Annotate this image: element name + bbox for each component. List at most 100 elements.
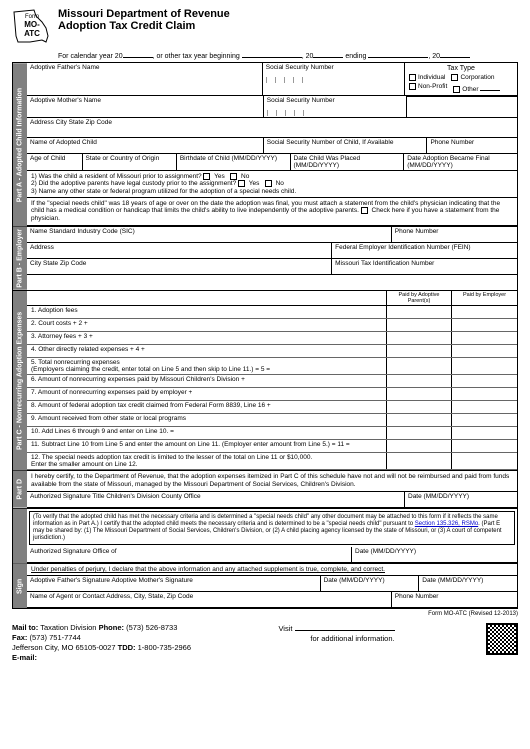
child-ssn-field[interactable]: Social Security Number of Child, If Avai… bbox=[264, 138, 428, 153]
special-needs-note: If the "special needs child" was 18 year… bbox=[27, 198, 517, 227]
agent-phone-field[interactable]: Phone Number bbox=[392, 592, 517, 607]
form-revision: Form MO-ATC (Revised 12-2013) bbox=[12, 611, 518, 617]
expense-label: 8. Amount of federal adoption tax credit… bbox=[27, 401, 387, 413]
parte-sig-field[interactable]: Authorized Signature Office of bbox=[27, 547, 352, 562]
expense-line-7: 7. Amount of nonrecurring expenses paid … bbox=[27, 388, 517, 401]
cb-individual[interactable]: Individual bbox=[409, 74, 445, 81]
questions: 1) Was the child a resident of Missouri … bbox=[27, 171, 517, 197]
statute-link[interactable]: Section 135.326, RSMo bbox=[415, 521, 478, 527]
motax-field[interactable]: Missouri Tax Identification Number bbox=[332, 259, 517, 274]
expense-employer-val[interactable] bbox=[452, 358, 517, 374]
calendar-line: For calendar year 20, or other tax year … bbox=[58, 50, 518, 60]
expense-parent-val[interactable] bbox=[387, 388, 452, 400]
expense-employer-val[interactable] bbox=[452, 440, 517, 452]
q1-yes[interactable] bbox=[203, 173, 210, 180]
expense-line-10: 10. Add Lines 6 through 9 and enter on L… bbox=[27, 427, 517, 440]
expense-employer-val[interactable] bbox=[452, 306, 517, 318]
form-page: Form MO-ATC Missouri Department of Reven… bbox=[0, 0, 530, 749]
part-d: Part D I hereby certify, to the Departme… bbox=[13, 470, 517, 508]
expense-label: 12. The special needs adoption tax credi… bbox=[27, 453, 387, 469]
expense-label: 10. Add Lines 6 through 9 and enter on L… bbox=[27, 427, 387, 439]
expense-line-12: 12. The special needs adoption tax credi… bbox=[27, 453, 517, 470]
part-c-label: Part C - Nonrecurring Adoption Expenses bbox=[13, 291, 27, 470]
qr-code-icon bbox=[486, 623, 518, 655]
col-parent: Paid by Adoptive Parent(s) bbox=[387, 291, 452, 305]
q2-yes[interactable] bbox=[238, 180, 245, 187]
child-name-field[interactable]: Name of Adopted Child bbox=[27, 138, 264, 153]
header: Form MO-ATC Missouri Department of Reven… bbox=[12, 8, 518, 46]
auth-sig-field[interactable]: Authorized Signature Title Children's Di… bbox=[27, 492, 405, 507]
cb-nonprofit[interactable]: Non-Profit bbox=[409, 83, 447, 93]
expense-label: 6. Amount of nonrecurring expenses paid … bbox=[27, 375, 387, 387]
q1-no[interactable] bbox=[230, 173, 237, 180]
part-e: (To verify that the adopted child has me… bbox=[13, 508, 517, 564]
part-c: Part C - Nonrecurring Adoption Expenses … bbox=[13, 290, 517, 470]
age-field[interactable]: Age of Child bbox=[27, 154, 83, 170]
expense-parent-val[interactable] bbox=[387, 427, 452, 439]
expense-label: 9. Amount received from other state or l… bbox=[27, 414, 387, 426]
form-code: MO-ATC bbox=[18, 20, 46, 38]
expense-parent-val[interactable] bbox=[387, 414, 452, 426]
expense-employer-val[interactable] bbox=[452, 345, 517, 357]
dept-name: Missouri Department of Revenue bbox=[58, 8, 230, 20]
fein-field[interactable]: Federal Employer Identification Number (… bbox=[332, 243, 517, 258]
employer-address-field[interactable]: Address bbox=[27, 243, 332, 258]
father-name-field[interactable]: Adoptive Father's Name bbox=[27, 63, 263, 95]
tax-type-box: Tax Type Individual Corporation Non-Prof… bbox=[405, 63, 517, 95]
employer-city-field[interactable]: City State Zip Code bbox=[27, 259, 332, 274]
agent-field[interactable]: Name of Agent or Contact Address, City, … bbox=[27, 592, 392, 607]
expense-parent-val[interactable] bbox=[387, 358, 452, 374]
q2-no[interactable] bbox=[265, 180, 272, 187]
footer: Mail to: Taxation Division Phone: (573) … bbox=[12, 623, 518, 662]
form-title: Adoption Tax Credit Claim bbox=[58, 20, 230, 32]
expense-label: 3. Attorney fees + 3 + bbox=[27, 332, 387, 344]
expense-parent-val[interactable] bbox=[387, 401, 452, 413]
expense-parent-val[interactable] bbox=[387, 453, 452, 469]
part-b-label: Part B - Employer bbox=[13, 227, 27, 290]
address-field[interactable]: Address City State Zip Code bbox=[27, 118, 517, 137]
expense-employer-val[interactable] bbox=[452, 427, 517, 439]
expense-parent-val[interactable] bbox=[387, 440, 452, 452]
mother-name-field[interactable]: Adoptive Mother's Name bbox=[27, 96, 264, 117]
expense-employer-val[interactable] bbox=[452, 375, 517, 387]
cert-text: I hereby certify, to the Department of R… bbox=[27, 471, 517, 492]
col-employer: Paid by Employer bbox=[452, 291, 517, 305]
expense-label: 4. Other directly related expenses + 4 + bbox=[27, 345, 387, 357]
expense-parent-val[interactable] bbox=[387, 375, 452, 387]
expense-employer-val[interactable] bbox=[452, 319, 517, 331]
expense-parent-val[interactable] bbox=[387, 306, 452, 318]
expense-employer-val[interactable] bbox=[452, 453, 517, 469]
expense-parent-val[interactable] bbox=[387, 345, 452, 357]
expense-line-11: 11. Subtract Line 10 from Line 5 and ent… bbox=[27, 440, 517, 453]
auth-date-field[interactable]: Date (MM/DD/YYYY) bbox=[405, 492, 517, 507]
part-d-label: Part D bbox=[13, 471, 27, 508]
cb-corporation[interactable]: Corporation bbox=[451, 74, 494, 81]
father-ssn-field[interactable]: Social Security Number bbox=[263, 63, 405, 95]
final-field[interactable]: Date Adoption Became Final (MM/DD/YYYY) bbox=[404, 154, 517, 170]
placed-field[interactable]: Date Child Was Placed (MM/DD/YYYY) bbox=[291, 154, 405, 170]
employer-phone-field[interactable]: Phone Number bbox=[392, 227, 517, 242]
parent-sig-field[interactable]: Adoptive Father's Signature Adoptive Mot… bbox=[27, 576, 321, 591]
employer-name-field[interactable]: Name Standard Industry Code (SIC) bbox=[27, 227, 392, 242]
expense-parent-val[interactable] bbox=[387, 332, 452, 344]
expense-parent-val[interactable] bbox=[387, 319, 452, 331]
expense-employer-val[interactable] bbox=[452, 388, 517, 400]
expense-label: 2. Court costs + 2 + bbox=[27, 319, 387, 331]
phone-field[interactable]: Phone Number bbox=[427, 138, 517, 153]
part-b: Part B - Employer Name Standard Industry… bbox=[13, 226, 517, 290]
physician-cb[interactable] bbox=[361, 207, 368, 214]
expense-employer-val[interactable] bbox=[452, 414, 517, 426]
part-a-label: Part A - Adopted Child Information bbox=[13, 63, 27, 226]
sig-date1[interactable]: Date (MM/DD/YYYY) bbox=[321, 576, 420, 591]
expense-label: 5. Total nonrecurring expenses (Employer… bbox=[27, 358, 387, 374]
origin-field[interactable]: State or Country of Origin bbox=[83, 154, 177, 170]
expense-employer-val[interactable] bbox=[452, 332, 517, 344]
expense-label: 7. Amount of nonrecurring expenses paid … bbox=[27, 388, 387, 400]
mother-ssn-field[interactable]: Social Security Number bbox=[264, 96, 407, 117]
cb-other[interactable]: Other bbox=[453, 83, 500, 93]
birthdate-field[interactable]: Birthdate of Child (MM/DD/YYYY) bbox=[177, 154, 291, 170]
parte-date-field[interactable]: Date (MM/DD/YYYY) bbox=[352, 547, 517, 562]
expense-employer-val[interactable] bbox=[452, 401, 517, 413]
sig-date2[interactable]: Date (MM/DD/YYYY) bbox=[419, 576, 517, 591]
state-outline-icon: Form MO-ATC bbox=[12, 8, 52, 46]
